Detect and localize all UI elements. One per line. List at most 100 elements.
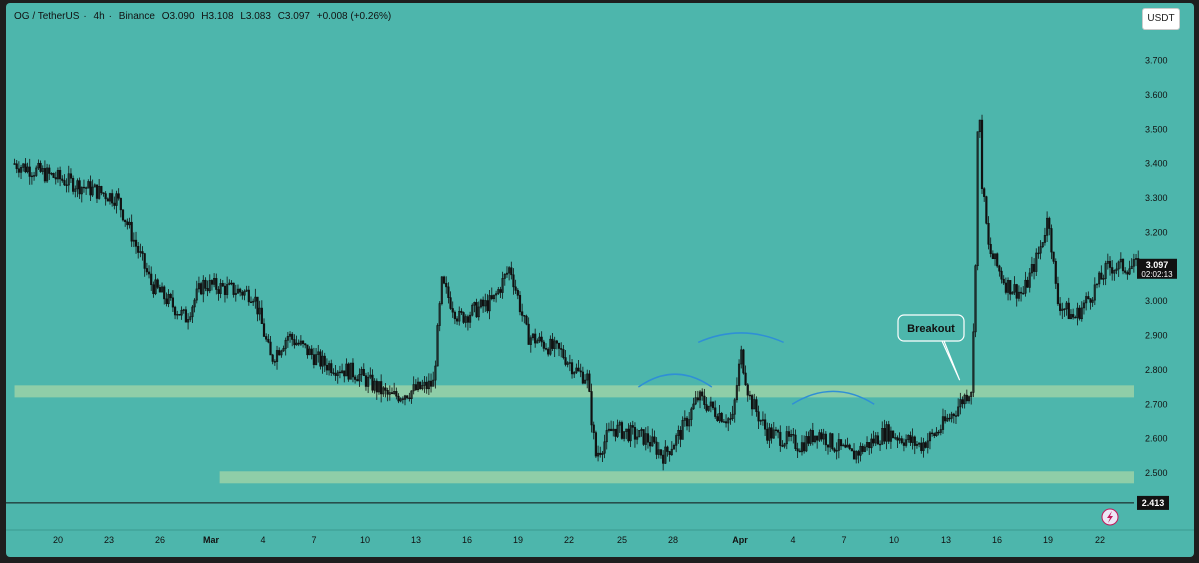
candle-body — [323, 355, 326, 366]
pattern-arc-3 — [791, 390, 875, 405]
candle-body — [1102, 278, 1105, 280]
candle-body — [490, 295, 493, 300]
candle-body — [974, 265, 977, 333]
candle-body — [894, 437, 897, 439]
currency-button[interactable]: USDT — [1142, 8, 1180, 30]
candle-body — [284, 339, 287, 349]
candle-body — [555, 340, 558, 344]
candle-body — [874, 435, 877, 444]
candle-body — [954, 415, 958, 417]
candle-body — [761, 419, 765, 421]
candle-body — [993, 253, 997, 260]
candle-body — [327, 363, 331, 371]
candle-body — [245, 289, 248, 292]
candle-body — [746, 384, 749, 396]
candle-body — [163, 286, 166, 300]
candle-body — [106, 198, 109, 202]
candle-body — [306, 344, 309, 356]
candle-body — [199, 283, 203, 295]
candle-body — [466, 316, 470, 323]
candle-body — [232, 282, 235, 295]
candle-body — [28, 166, 31, 177]
candle-body — [425, 381, 428, 390]
candle-body — [15, 163, 18, 170]
candle-body — [844, 444, 847, 448]
candle-body — [904, 439, 908, 446]
candle-body — [868, 442, 871, 449]
candle-body — [147, 271, 151, 275]
price-tick-label: 3.200 — [1145, 227, 1168, 237]
last-price-value: 3.097 — [1146, 260, 1169, 270]
candle-body — [160, 286, 164, 293]
candle-body — [627, 428, 630, 442]
candle-body — [976, 131, 979, 267]
time-tick-label: 20 — [53, 535, 63, 545]
candle-body — [423, 381, 426, 386]
candle-body — [332, 372, 335, 374]
candle-body — [1039, 246, 1042, 254]
candlestick-chart[interactable]: Breakout 3.700 3.600 3.500 3.400 3.300 3.200 3.… — [6, 3, 1194, 557]
candle-body — [356, 379, 359, 382]
candle-body — [1069, 314, 1073, 320]
candle-body — [536, 340, 539, 344]
candle-body — [280, 350, 283, 356]
candle-body — [445, 282, 448, 288]
candle-body — [883, 428, 886, 442]
candle-body — [1017, 291, 1020, 299]
candle-body — [308, 348, 311, 356]
candle-body — [957, 406, 960, 416]
candle-body — [104, 193, 107, 200]
candle-body — [1002, 278, 1005, 284]
candle-body — [800, 442, 804, 453]
candle-body — [312, 354, 315, 365]
candle-body — [820, 432, 823, 440]
symbol-name[interactable]: OG / TetherUS — [14, 11, 80, 22]
candle-body — [1045, 217, 1049, 236]
price-tick-label: 3.400 — [1145, 159, 1168, 169]
candle-body — [336, 371, 339, 376]
candle-body — [317, 351, 320, 355]
candle-body — [1004, 282, 1007, 293]
candle-body — [1104, 263, 1107, 279]
candle-body — [1043, 235, 1047, 243]
candle-body — [1065, 302, 1068, 310]
candle-body — [93, 184, 96, 188]
candle-body — [911, 436, 914, 443]
candle-body — [889, 430, 893, 442]
candle-body — [484, 300, 487, 307]
ohlc-close: C3.097 — [277, 11, 310, 22]
time-tick-label: 19 — [1043, 535, 1053, 545]
time-tick-label: 22 — [1095, 535, 1105, 545]
candle-body — [219, 283, 222, 294]
candle-body — [959, 399, 962, 408]
candle-body — [887, 424, 890, 442]
candle-body — [61, 178, 64, 181]
candle-body — [124, 219, 127, 222]
candle-body — [134, 239, 138, 247]
candle-body — [1059, 303, 1062, 311]
candle-body — [577, 367, 580, 372]
candle-body — [666, 446, 669, 452]
candle-body — [156, 279, 159, 288]
time-tick-label: 4 — [790, 535, 795, 545]
candle-body — [87, 181, 90, 189]
candle-body — [607, 428, 611, 431]
candle-body — [705, 404, 708, 411]
candle-body — [907, 435, 910, 441]
candle-body — [45, 167, 49, 182]
candle-body — [223, 285, 227, 295]
time-tick-label: 26 — [155, 535, 165, 545]
candle-body — [349, 362, 352, 380]
candle-body — [464, 316, 467, 323]
candle-body — [857, 451, 860, 456]
candle-body — [837, 439, 840, 451]
candle-body — [521, 311, 524, 316]
candle-body — [709, 401, 712, 407]
candle-body — [204, 279, 207, 289]
candle-body — [169, 294, 172, 299]
candle-body — [56, 170, 60, 180]
candle-body — [37, 162, 40, 169]
candle-body — [618, 422, 621, 426]
candle-body — [759, 420, 762, 422]
interval-label[interactable]: 4h — [93, 11, 105, 22]
